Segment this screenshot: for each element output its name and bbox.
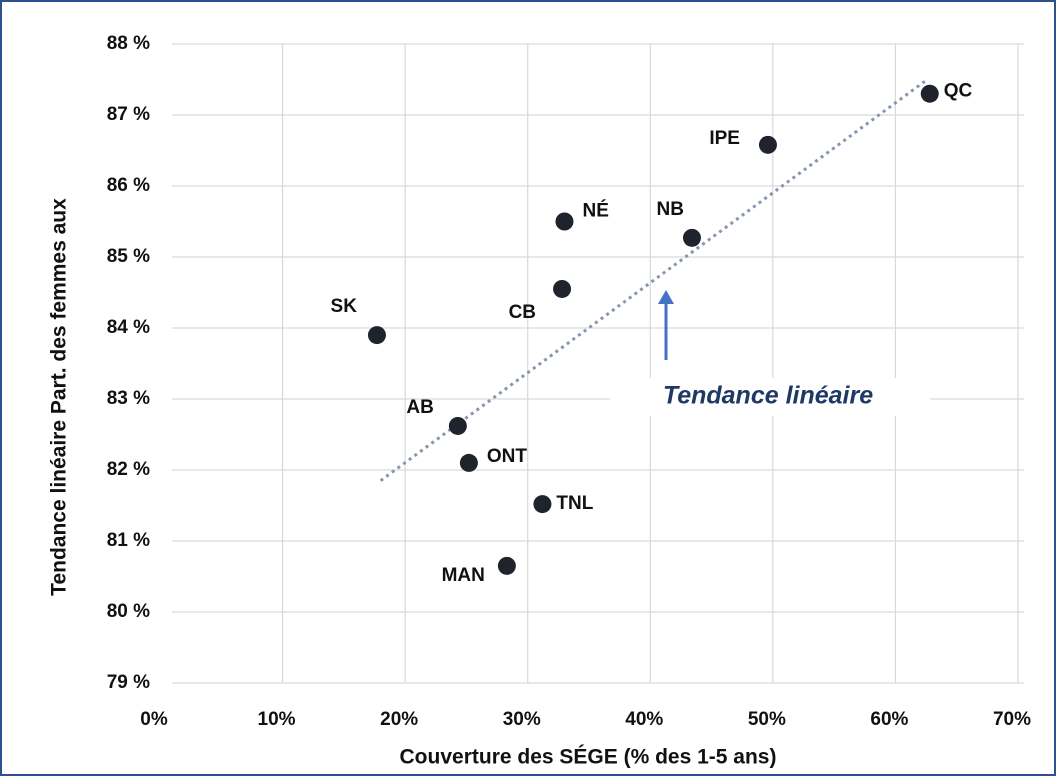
y-tick-label: 82 %	[107, 459, 150, 480]
x-tick-label: 50%	[748, 709, 786, 730]
y-tick-label: 88 %	[107, 33, 150, 54]
point-label: NÉ	[582, 200, 608, 222]
point-label: NB	[657, 199, 684, 220]
point-label: CB	[509, 302, 536, 323]
annotation: Tendance linéaire	[663, 382, 873, 410]
y-tick-label: 84 %	[107, 317, 150, 338]
point-label: TNL	[556, 493, 593, 514]
point	[920, 84, 939, 103]
x-tick-label: 60%	[870, 709, 908, 730]
x-tick-label: 20%	[380, 709, 418, 730]
point-label: MAN	[442, 565, 485, 586]
annotation-arrowhead	[658, 290, 674, 304]
y-tick-label: 87 %	[107, 104, 150, 125]
point-label: ONT	[487, 446, 528, 467]
x-tick-label: 40%	[625, 709, 663, 730]
point-label: AB	[406, 397, 433, 418]
point-label: SK	[331, 296, 358, 317]
x-axis-label: Couverture des SÉGE (% des 1-5 ans)	[400, 746, 777, 769]
y-tick-label: 80 %	[107, 601, 150, 622]
trend-line	[379, 78, 929, 482]
point	[758, 135, 777, 154]
y-tick-label: 83 %	[107, 388, 150, 409]
point	[367, 326, 386, 345]
x-tick-label: 70%	[993, 709, 1031, 730]
point	[533, 495, 552, 514]
point	[448, 416, 467, 435]
x-tick-label: 0%	[140, 709, 168, 730]
point-label: QC	[944, 81, 973, 102]
point	[497, 556, 516, 575]
y-axis-label: Tendance linéaire Part. des femmes aux	[48, 198, 71, 596]
point	[459, 453, 478, 472]
y-tick-label: 79 %	[107, 672, 150, 693]
point	[555, 212, 574, 231]
point-label: IPE	[709, 128, 740, 149]
y-tick-label: 86 %	[107, 175, 150, 196]
x-tick-label: 10%	[258, 709, 296, 730]
y-tick-label: 81 %	[107, 530, 150, 551]
x-tick-label: 30%	[503, 709, 541, 730]
annotation-box	[610, 378, 930, 416]
point	[553, 279, 572, 298]
point	[682, 228, 701, 247]
y-tick-label: 85 %	[107, 246, 150, 267]
